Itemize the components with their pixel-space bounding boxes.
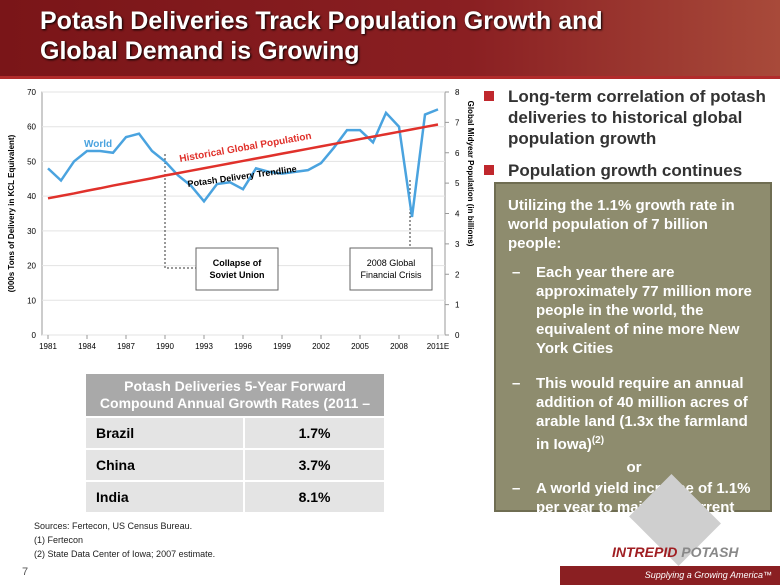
rate: 8.1% <box>243 480 386 514</box>
country: India <box>83 480 246 514</box>
callout-box: Utilizing the 1.1% growth rate in world … <box>494 182 772 535</box>
y-tick-label: 70 <box>27 88 36 97</box>
bullet: Population growth continues <box>484 160 780 181</box>
x-tick-label: 1993 <box>195 342 213 351</box>
x-tick-label: 2005 <box>351 342 369 351</box>
y-tick-label: 10 <box>27 296 36 305</box>
annotation-box <box>349 247 433 291</box>
y2-tick-label: 3 <box>455 240 460 249</box>
source: (1) Fertecon <box>34 535 84 545</box>
y-tick-label: 0 <box>32 331 37 340</box>
box-item: Each year there are approximately 77 mil… <box>508 263 760 358</box>
box-item: This would require an annual addition of… <box>508 374 760 454</box>
x-tick-label: 2008 <box>390 342 408 351</box>
rate: 3.7% <box>243 448 386 482</box>
y-tick-label: 30 <box>27 227 36 236</box>
plot-area <box>41 91 446 336</box>
y-axis-title: (000s Tons of Delivery in KCL Equivalent… <box>7 134 16 292</box>
table-title: Potash Deliveries 5-Year Forward Compoun… <box>84 372 386 418</box>
page-number: 7 <box>22 566 29 578</box>
source: (2) State Data Center of Iowa; 2007 esti… <box>34 549 216 559</box>
series-line <box>47 108 439 218</box>
y2-tick-label: 4 <box>455 210 460 219</box>
y2-tick-label: 0 <box>455 331 460 340</box>
y2-tick-label: 1 <box>455 301 460 310</box>
y2-tick-label: 2 <box>455 270 460 279</box>
y2-tick-label: 6 <box>455 149 460 158</box>
x-tick-label: 1981 <box>39 342 57 351</box>
y-tick-label: 50 <box>27 157 36 166</box>
annotation: 2008 Global Financial Crisis <box>360 258 422 280</box>
y2-tick-label: 8 <box>455 88 460 97</box>
logo-word: INTREPID <box>612 544 678 560</box>
footnote-ref: (2) <box>591 435 605 446</box>
source: Sources: Fertecon, US Census Bureau. <box>34 521 193 531</box>
logo-word: POTASH <box>681 544 739 560</box>
y2-tick-label: 5 <box>455 179 460 188</box>
tagline: Supplying a Growing America™ <box>560 566 780 585</box>
series-line <box>47 123 439 200</box>
country: China <box>83 448 246 482</box>
x-tick-label: 1990 <box>156 342 174 351</box>
x-tick-label: 2011E <box>427 342 450 351</box>
growth-table: Potash Deliveries 5-Year Forward Compoun… <box>83 372 386 514</box>
box-intro: Utilizing the 1.1% growth rate in world … <box>508 197 735 252</box>
y2-tick-label: 7 <box>455 118 460 127</box>
y-tick-label: 20 <box>27 262 36 271</box>
x-tick-label: 2002 <box>312 342 330 351</box>
x-tick-label: 1987 <box>117 342 135 351</box>
y2-axis-title: Global Midyear Population (in billions) <box>466 101 475 247</box>
annotation-box <box>195 247 279 291</box>
series-label: World <box>84 139 112 150</box>
title-bar <box>0 0 780 79</box>
bullet: Long-term correlation of potash deliveri… <box>484 86 780 149</box>
slide-title: Potash Deliveries Track Population Growt… <box>40 7 603 65</box>
box-item-text: This would require an annual addition of… <box>536 375 748 453</box>
country: Brazil <box>83 416 246 450</box>
logo: INTREPID POTASH <box>612 544 739 560</box>
x-tick-label: 1984 <box>78 342 96 351</box>
box-or: or <box>626 459 642 476</box>
x-tick-label: 1999 <box>273 342 291 351</box>
box-item: A world yield increase of 1.1% per year … <box>508 479 760 536</box>
y-tick-label: 60 <box>27 123 36 132</box>
annotation: Collapse of Soviet Union <box>209 258 264 280</box>
leader-line <box>164 154 196 269</box>
x-tick-label: 1996 <box>234 342 252 351</box>
rate: 1.7% <box>243 416 386 450</box>
y-tick-label: 40 <box>27 192 36 201</box>
chart: 0 10 20 30 40 50 60 70 0 1 2 3 4 5 6 7 8 1981 1984 1987 1990… <box>7 88 475 351</box>
